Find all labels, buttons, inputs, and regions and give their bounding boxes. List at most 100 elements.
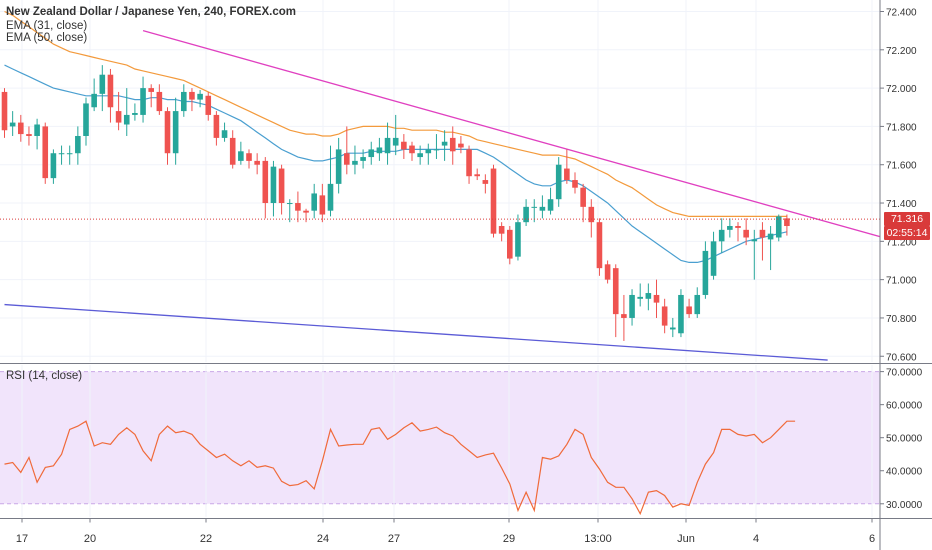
- candle[interactable]: [564, 149, 570, 184]
- candle[interactable]: [140, 76, 146, 123]
- candle[interactable]: [1, 88, 8, 138]
- candle[interactable]: [751, 229, 758, 280]
- candle[interactable]: [66, 145, 73, 165]
- trendlines[interactable]: [4, 30, 918, 361]
- candle[interactable]: [482, 174, 489, 194]
- candle[interactable]: [75, 126, 81, 165]
- candle[interactable]: [295, 191, 301, 223]
- candle[interactable]: [148, 84, 154, 108]
- candle[interactable]: [759, 222, 766, 261]
- candle[interactable]: [686, 298, 692, 318]
- candle[interactable]: [401, 134, 407, 159]
- candle[interactable]: [303, 208, 309, 223]
- candle[interactable]: [352, 145, 358, 175]
- candle[interactable]: [555, 157, 562, 207]
- candle[interactable]: [368, 141, 375, 165]
- candle[interactable]: [523, 199, 529, 227]
- candle[interactable]: [466, 145, 472, 184]
- candle[interactable]: [335, 137, 342, 194]
- candle[interactable]: [767, 226, 774, 271]
- candle[interactable]: [547, 187, 554, 215]
- candle[interactable]: [539, 195, 546, 219]
- candle[interactable]: [99, 65, 106, 112]
- candle[interactable]: [637, 283, 643, 307]
- candle[interactable]: [572, 172, 578, 194]
- candle[interactable]: [311, 183, 317, 219]
- candle[interactable]: [254, 153, 260, 175]
- candle[interactable]: [189, 88, 195, 112]
- candle[interactable]: [449, 126, 456, 165]
- candle[interactable]: [702, 241, 709, 299]
- candle[interactable]: [458, 135, 464, 154]
- trendline-upper[interactable]: [142, 30, 918, 248]
- candle[interactable]: [34, 118, 40, 150]
- candles[interactable]: [1, 65, 790, 341]
- candle[interactable]: [743, 218, 749, 246]
- candle[interactable]: [246, 149, 252, 169]
- candle[interactable]: [91, 78, 97, 112]
- candle[interactable]: [612, 264, 619, 338]
- candle[interactable]: [344, 126, 350, 175]
- candle[interactable]: [490, 164, 497, 238]
- candle[interactable]: [156, 84, 163, 115]
- candle[interactable]: [604, 260, 611, 284]
- candle[interactable]: [694, 287, 701, 318]
- price-axis-panel[interactable]: [880, 0, 932, 550]
- candle[interactable]: [384, 122, 391, 165]
- candle[interactable]: [670, 317, 676, 338]
- candle[interactable]: [580, 183, 586, 223]
- candle[interactable]: [727, 218, 733, 238]
- candle[interactable]: [229, 130, 236, 169]
- candle[interactable]: [115, 91, 122, 131]
- candle[interactable]: [9, 111, 16, 136]
- candle[interactable]: [123, 88, 130, 136]
- candle[interactable]: [515, 214, 521, 261]
- candle[interactable]: [678, 289, 684, 338]
- candle[interactable]: [18, 114, 24, 142]
- candle[interactable]: [629, 289, 635, 326]
- candle[interactable]: [83, 97, 89, 146]
- candle[interactable]: [784, 214, 790, 236]
- candle[interactable]: [531, 199, 538, 223]
- candle[interactable]: [653, 279, 660, 318]
- candle[interactable]: [409, 141, 415, 161]
- candle[interactable]: [433, 134, 440, 159]
- candle[interactable]: [376, 137, 383, 161]
- candle[interactable]: [775, 214, 782, 242]
- candle[interactable]: [58, 145, 65, 165]
- candle[interactable]: [270, 160, 277, 217]
- candle[interactable]: [588, 199, 595, 238]
- candle[interactable]: [213, 111, 220, 146]
- candle[interactable]: [262, 157, 269, 219]
- candle[interactable]: [42, 122, 49, 184]
- candle[interactable]: [205, 91, 212, 121]
- candle[interactable]: [425, 143, 432, 165]
- candle[interactable]: [441, 130, 448, 161]
- candle[interactable]: [238, 141, 244, 165]
- candle[interactable]: [392, 114, 399, 156]
- candle[interactable]: [507, 226, 513, 265]
- candle[interactable]: [621, 294, 627, 341]
- candle[interactable]: [645, 283, 652, 311]
- candle[interactable]: [327, 145, 334, 217]
- candle[interactable]: [596, 218, 603, 276]
- candle[interactable]: [197, 90, 203, 108]
- candle[interactable]: [474, 168, 480, 181]
- candle[interactable]: [417, 145, 423, 165]
- candle[interactable]: [221, 122, 228, 142]
- candle[interactable]: [50, 149, 57, 184]
- candle[interactable]: [710, 231, 717, 280]
- candle[interactable]: [181, 84, 187, 117]
- candle[interactable]: [107, 68, 114, 123]
- candle[interactable]: [172, 97, 179, 165]
- candle[interactable]: [718, 218, 725, 253]
- candle[interactable]: [360, 149, 366, 169]
- candle[interactable]: [164, 107, 171, 165]
- candle[interactable]: [319, 183, 326, 223]
- trendline-lower[interactable]: [4, 303, 828, 361]
- candle[interactable]: [132, 103, 138, 121]
- candle[interactable]: [661, 298, 668, 334]
- candle[interactable]: [26, 126, 32, 146]
